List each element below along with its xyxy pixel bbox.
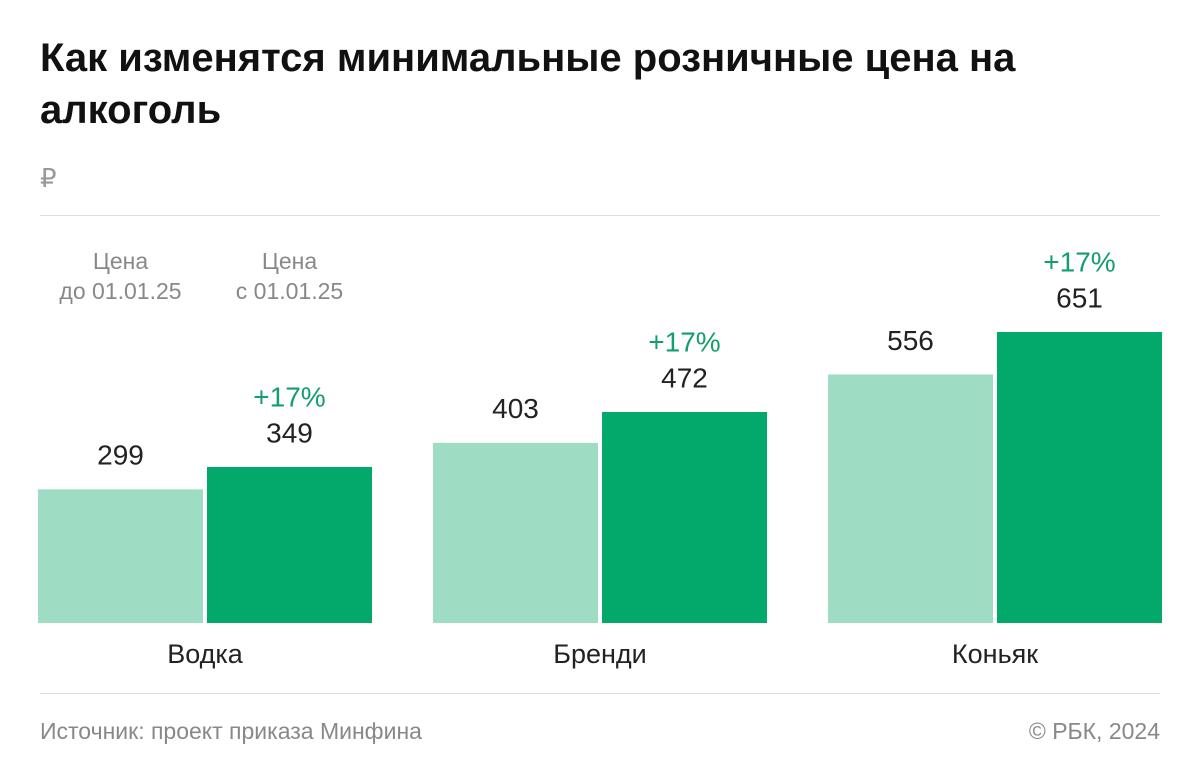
bar — [38, 489, 203, 623]
x-tick-label: Водка — [167, 639, 244, 669]
value-label: 299 — [97, 440, 144, 471]
bar — [828, 374, 993, 623]
bar — [602, 412, 767, 623]
value-label: 349 — [266, 417, 313, 448]
source: Источник: проект приказа Минфина — [40, 718, 422, 744]
change-label: +17% — [1043, 246, 1115, 277]
value-label: 403 — [492, 393, 539, 424]
bar — [433, 442, 598, 623]
x-tick-label: Бренди — [553, 639, 647, 669]
value-label: 651 — [1056, 282, 1103, 313]
chart-title: Как изменятся минимальные розничные цена… — [40, 36, 1016, 132]
value-label: 556 — [887, 325, 934, 356]
x-tick-label: Коньяк — [952, 639, 1038, 669]
change-label: +17% — [253, 381, 325, 412]
value-label: 472 — [661, 362, 708, 393]
legend-entry: Цена до 01.01.25 — [59, 248, 182, 304]
unit-label: ₽ — [40, 163, 57, 193]
credit: © РБК, 2024 — [1028, 718, 1160, 744]
bar — [997, 332, 1162, 623]
change-label: +17% — [648, 326, 720, 357]
legend-entry: Цена с 01.01.25 — [235, 248, 344, 304]
bar — [207, 466, 372, 623]
